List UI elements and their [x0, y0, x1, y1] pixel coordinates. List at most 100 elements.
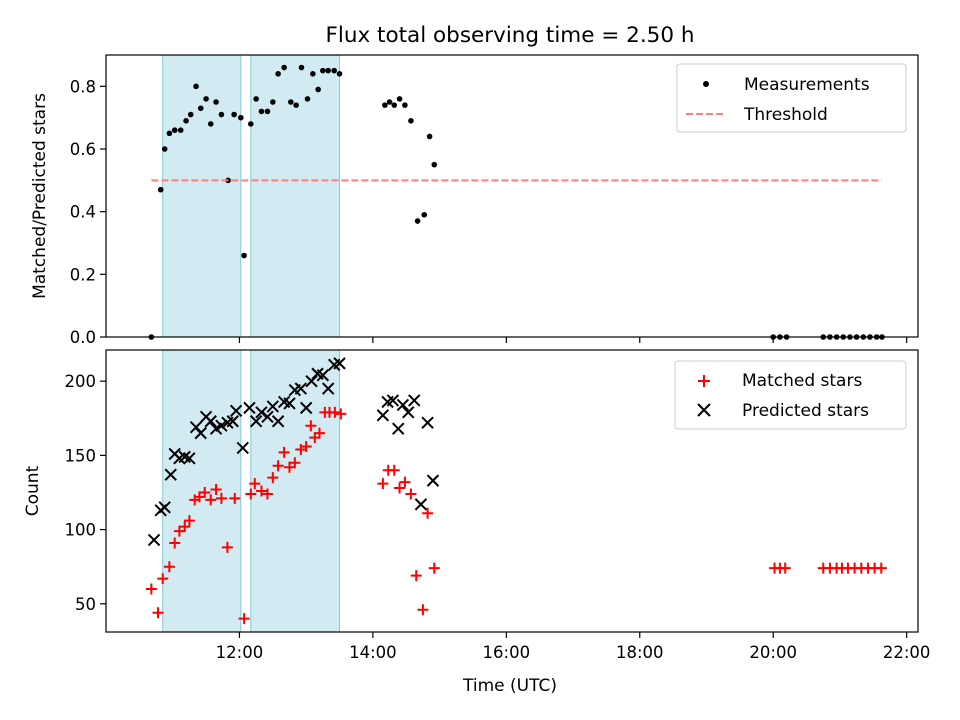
measurement-point [281, 64, 287, 71]
predicted-star-point [426, 474, 440, 487]
measurement-point [258, 108, 265, 115]
measurement-point [171, 127, 178, 133]
predicted-star-point [204, 415, 217, 428]
measurement-point [391, 102, 398, 108]
predicted-star-point [164, 468, 177, 481]
x-tick-label: 20:00 [749, 643, 797, 662]
measurement-point [310, 71, 316, 77]
measurement-point [207, 121, 214, 127]
predicted-star-point [271, 415, 285, 428]
x-tick-label: 22:00 [883, 643, 931, 662]
top-shaded-intervals [162, 54, 341, 338]
measurement-point [320, 67, 326, 74]
matched-star-point [221, 541, 233, 553]
y-tick-label: 0.4 [70, 203, 96, 222]
x-axis-label: Time (UTC) [462, 676, 557, 696]
measurement-point [402, 102, 408, 108]
predicted-star-point [316, 369, 330, 382]
matched-star-point [422, 507, 434, 519]
matched-star-point [157, 573, 169, 585]
predicted-star-point [183, 452, 196, 465]
predicted-star-point [305, 374, 318, 388]
predicted-star-point [386, 394, 400, 407]
measurement-point [157, 186, 164, 193]
measurement-point [247, 121, 254, 127]
predicted-star-point [215, 419, 228, 432]
matched-star-point [238, 613, 250, 625]
bottom-axes-frame [105, 349, 919, 633]
measurement-point [325, 67, 331, 74]
measurement-point [386, 99, 393, 105]
matched-star-point [388, 464, 400, 476]
matched-star-point [245, 488, 257, 500]
y-tick-label: 0.8 [70, 77, 96, 96]
predicted-star-point [194, 426, 207, 440]
matched-star-point [215, 492, 227, 504]
predicted-star-point [376, 409, 390, 422]
measurement-point [166, 130, 173, 137]
measurement-point [193, 83, 199, 90]
legend-predicted-marker [697, 403, 711, 417]
bottom-panel: 50 100 150 200 12:00 14:00 16:00 18:00 20:00 22:… [23, 349, 931, 696]
measurement-point [426, 133, 433, 140]
matched-star-point [289, 457, 301, 469]
matched-star-point [405, 488, 417, 500]
y-tick-label: 0.0 [70, 328, 96, 347]
predicted-star-point [236, 441, 249, 455]
matched-star-point [305, 420, 317, 432]
measurement-point [203, 96, 209, 102]
predicted-star-point [249, 415, 263, 428]
predicted-star-point [392, 422, 405, 435]
matched-star-point [329, 406, 341, 418]
legend-measurements-label: Measurements [744, 75, 870, 95]
matched-star-point [314, 427, 326, 439]
measurement-point [270, 99, 276, 105]
matched-star-point [335, 408, 347, 420]
predicted-star-point [408, 394, 421, 407]
matched-star-point [394, 482, 406, 494]
measurement-point [213, 99, 219, 105]
measurement-point [231, 111, 237, 118]
predicted-star-point [283, 397, 296, 410]
measurement-point [293, 102, 299, 108]
predicted-star-point [421, 416, 434, 429]
measurement-point [421, 212, 428, 218]
measurement-point [275, 71, 281, 77]
legend-matched-marker [698, 375, 710, 387]
matched-star-point [261, 488, 273, 500]
predicted-star-point [147, 533, 161, 547]
predicted-star-point [229, 404, 243, 418]
measurement-point [241, 252, 247, 259]
matched-star-point [428, 562, 440, 574]
matched-star-point [255, 485, 267, 497]
matched-star-point [267, 472, 279, 484]
predicted-star-point [414, 498, 428, 511]
measurement-point [336, 71, 343, 77]
y-tick-label: 100 [65, 521, 97, 540]
matched-star-point [163, 561, 175, 573]
predicted-star-point [255, 406, 268, 419]
measurement-point [396, 96, 403, 102]
predicted-star-point [294, 382, 308, 395]
measurement-point [315, 86, 321, 93]
predicted-star-point [226, 415, 239, 428]
shaded-interval-0 [162, 54, 242, 338]
matched-star-point [210, 484, 222, 496]
top-y-ticks: 0.0 0.2 0.4 0.6 0.8 [70, 77, 106, 347]
top-legend: Measurements Threshold [676, 63, 907, 133]
bottom-legend: Matched stars Predicted stars [674, 360, 907, 430]
predicted-star-point [158, 501, 171, 514]
shaded-interval-1 [250, 54, 341, 338]
measurement-point [382, 102, 388, 108]
matched-star-point [875, 562, 887, 574]
shaded-interval-0 [162, 349, 242, 633]
matched-star-point [183, 515, 195, 527]
predicted-star-point [402, 406, 415, 419]
predicted-star-point [321, 382, 335, 395]
matched-star-point [278, 446, 290, 458]
predicted-star-point [266, 400, 280, 413]
bottom-series [145, 357, 887, 625]
measurement-point [161, 146, 168, 152]
matched-star-point [145, 583, 157, 595]
